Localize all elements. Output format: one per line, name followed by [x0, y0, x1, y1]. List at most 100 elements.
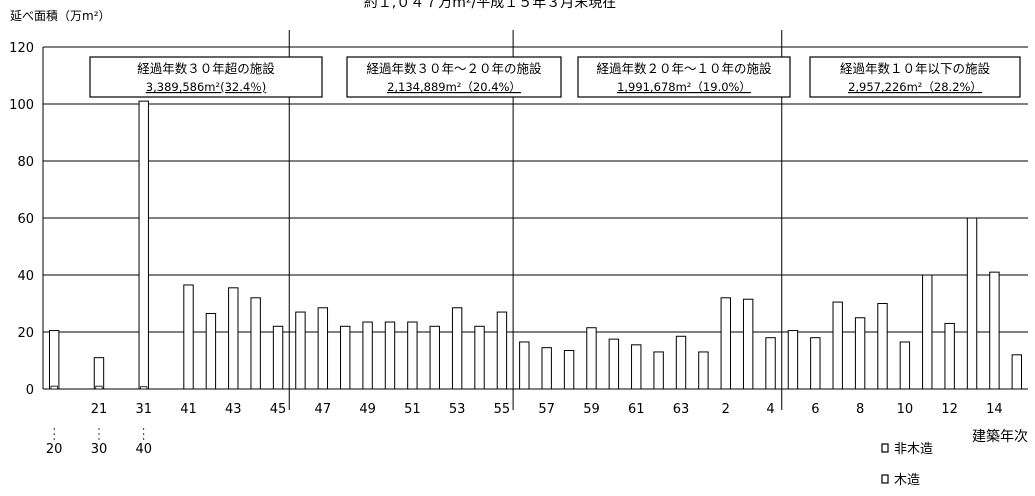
bar-non-wooden: [989, 271, 1000, 390]
annotation-box: 経過年数３０年～２０年の施設 2,134,889m²（20.4%）: [346, 56, 562, 98]
bar-non-wooden: [631, 344, 642, 390]
bar-non-wooden: [451, 307, 463, 390]
bar-non-wooden: [250, 297, 261, 390]
bar-non-wooden: [295, 311, 306, 390]
bar-series: [48, 100, 1023, 390]
bar-non-wooden: [138, 100, 149, 390]
x-tick-label: 59: [583, 402, 600, 417]
bar-non-wooden: [877, 303, 888, 390]
annotation-value: 3,389,586m²(32.4％): [146, 80, 266, 94]
period-annotations: 経過年数３０年超の施設 3,389,586m²(32.4％) 経過年数３０年～２０年…: [89, 56, 1021, 98]
chart-title: 約１,０４７万m²/平成１５年３月末現在: [364, 0, 616, 11]
x-range-label: 30: [91, 442, 108, 457]
bar-non-wooden: [541, 347, 552, 390]
bar-non-wooden: [787, 330, 799, 390]
annotation-label: 経過年数２０年～１０年の施設: [596, 61, 772, 76]
bar-non-wooden: [765, 337, 776, 390]
bar-non-wooden: [854, 317, 866, 390]
bar-non-wooden: [698, 351, 709, 390]
bar-non-wooden: [205, 312, 217, 390]
bar-non-wooden: [675, 335, 687, 390]
y-tick-label: 100: [9, 98, 34, 113]
x-tick-label: 63: [673, 402, 690, 417]
bar-non-wooden: [93, 357, 105, 390]
bar-non-wooden: [1011, 354, 1023, 390]
bar-non-wooden: [272, 325, 284, 390]
annotation-box: 経過年数２０年～１０年の施設 1,991,678m²（19.0%）: [577, 56, 791, 98]
bar-non-wooden: [563, 350, 575, 390]
bar-non-wooden: [496, 311, 508, 390]
bar-non-wooden: [966, 217, 978, 390]
bar-non-wooden: [228, 287, 239, 390]
x-tick-label: 21: [91, 402, 108, 417]
legend-swatch: [881, 443, 889, 453]
legend-label: 非木造: [894, 442, 933, 457]
annotation-label: 経過年数３０年超の施設: [137, 61, 275, 76]
bar-wooden: [140, 386, 148, 390]
x-tick-label: 61: [628, 402, 645, 417]
annotation-label: 経過年数１０年以下の施設: [840, 61, 991, 76]
x-tick-label: 53: [449, 402, 466, 417]
annotation-value: 2,957,226m²（28.2%）: [848, 80, 982, 94]
x-tick-label: 4: [766, 402, 774, 417]
annotation-box: 経過年数１０年以下の施設 2,957,226m²（28.2%）: [809, 56, 1021, 98]
x-tick-label: 41: [180, 402, 197, 417]
bar-non-wooden: [48, 330, 60, 390]
bar-non-wooden: [810, 337, 821, 390]
bar-non-wooden: [586, 327, 597, 390]
legend-label: 木造: [894, 473, 920, 488]
annotation-frame: [89, 56, 323, 98]
x-tick-label: 2: [722, 402, 730, 417]
annotation-value: 2,134,889m²（20.4%）: [387, 80, 521, 94]
annotation-frame: [809, 56, 1021, 98]
bar-wooden: [50, 385, 58, 390]
annotation-value: 1,991,678m²（19.0%）: [617, 80, 751, 94]
y-tick-label: 80: [17, 155, 34, 170]
x-axis: 21 31 41 43 45 47 49 51 53 55 57 59 61 63 2 4 6 8 10 12 14 20…: [46, 402, 1003, 457]
bar-non-wooden: [340, 325, 351, 390]
x-tick-label: 31: [135, 402, 152, 417]
x-tick-label: 43: [225, 402, 242, 417]
bar-non-wooden: [317, 307, 329, 390]
x-tick-label: 55: [494, 402, 511, 417]
bar-non-wooden: [608, 338, 620, 390]
annotation-label: 経過年数３０年～２０年の施設: [366, 61, 542, 76]
legend-swatch: [881, 474, 889, 484]
bar-non-wooden: [944, 322, 955, 390]
x-tick-label: 14: [986, 402, 1003, 417]
y-axis: 0 20 40 60 80 100 120: [9, 41, 44, 398]
y-tick-label: 120: [9, 41, 34, 56]
x-range-label: 20: [46, 442, 63, 457]
bar-wooden: [95, 385, 103, 390]
bar-non-wooden: [519, 341, 530, 390]
annotation-box: 経過年数３０年超の施設 3,389,586m²(32.4％): [89, 56, 323, 98]
annotation-frame: [577, 56, 791, 98]
bar-non-wooden: [720, 297, 731, 390]
y-tick-label: 60: [17, 212, 34, 227]
bar-non-wooden: [474, 325, 485, 390]
x-tick-label: 12: [941, 402, 958, 417]
x-tick-label: 51: [404, 402, 421, 417]
y-tick-label: 40: [17, 269, 34, 284]
bar-non-wooden: [899, 341, 911, 390]
bar-non-wooden: [832, 301, 843, 390]
y-axis-label: 延べ面積（万m²）: [10, 8, 111, 23]
bar-non-wooden: [653, 351, 664, 390]
bar-non-wooden: [384, 321, 396, 390]
x-tick-label: 57: [538, 402, 555, 417]
y-tick-label: 20: [17, 326, 34, 341]
annotation-frame: [346, 56, 562, 98]
bar-non-wooden: [407, 321, 418, 390]
x-axis-label: 建築年次: [972, 429, 1028, 445]
x-tick-label: 45: [270, 402, 287, 417]
x-range-label: 40: [135, 442, 152, 457]
bar-non-wooden: [183, 284, 194, 390]
x-tick-label: 6: [811, 402, 819, 417]
x-tick-label: 10: [897, 402, 914, 417]
x-tick-label: 8: [856, 402, 864, 417]
x-tick-label: 49: [359, 402, 376, 417]
x-tick-label: 47: [315, 402, 332, 417]
bar-non-wooden: [362, 321, 373, 390]
